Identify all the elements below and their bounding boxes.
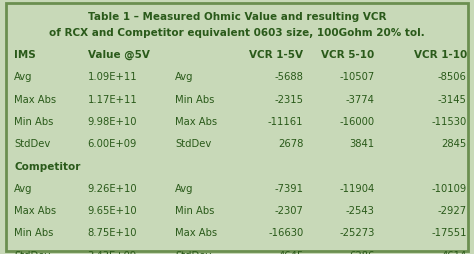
Text: StdDev: StdDev [175,250,211,254]
Text: 6.00E+09: 6.00E+09 [88,139,137,149]
Text: 3.43E+09: 3.43E+09 [88,250,137,254]
Text: Avg: Avg [14,184,33,194]
Text: VCR 1-10: VCR 1-10 [414,50,467,60]
Text: Max Abs: Max Abs [14,94,56,105]
Text: 2845: 2845 [442,139,467,149]
Text: Min Abs: Min Abs [14,228,54,239]
Text: VCR 5-10: VCR 5-10 [321,50,374,60]
Text: Min Abs: Min Abs [14,117,54,127]
Text: Max Abs: Max Abs [175,228,218,239]
Text: -11530: -11530 [432,117,467,127]
Text: -2543: -2543 [346,206,374,216]
Text: -8506: -8506 [438,72,467,83]
Text: -2307: -2307 [274,206,303,216]
Text: -2315: -2315 [274,94,303,105]
Text: -16630: -16630 [268,228,303,239]
Text: 9.98E+10: 9.98E+10 [88,117,137,127]
Text: 1.17E+11: 1.17E+11 [88,94,137,105]
Text: -7391: -7391 [274,184,303,194]
Text: -25273: -25273 [339,228,374,239]
Text: -3145: -3145 [438,94,467,105]
Text: -11904: -11904 [339,184,374,194]
Text: Avg: Avg [175,72,194,83]
Text: 3841: 3841 [349,139,374,149]
Text: 4645: 4645 [278,250,303,254]
Text: 9.65E+10: 9.65E+10 [88,206,137,216]
Text: 6286: 6286 [349,250,374,254]
Text: Table 1 – Measured Ohmic Value and resulting VCR: Table 1 – Measured Ohmic Value and resul… [88,11,386,22]
FancyBboxPatch shape [6,3,468,251]
Text: StdDev: StdDev [14,139,50,149]
Text: Competitor: Competitor [14,162,81,172]
Text: Min Abs: Min Abs [175,206,215,216]
Text: of RCX and Competitor equivalent 0603 size, 100Gohm 20% tol.: of RCX and Competitor equivalent 0603 si… [49,28,425,38]
Text: Value @5V: Value @5V [88,50,150,60]
Text: Min Abs: Min Abs [175,94,215,105]
Text: 4614: 4614 [442,250,467,254]
Text: -16000: -16000 [339,117,374,127]
Text: IMS: IMS [14,50,36,60]
Text: -3774: -3774 [346,94,374,105]
Text: 1.09E+11: 1.09E+11 [88,72,137,83]
Text: VCR 1-5V: VCR 1-5V [249,50,303,60]
Text: -10109: -10109 [432,184,467,194]
Text: 8.75E+10: 8.75E+10 [88,228,137,239]
Text: 2678: 2678 [278,139,303,149]
Text: -11161: -11161 [268,117,303,127]
Text: StdDev: StdDev [14,250,50,254]
Text: 9.26E+10: 9.26E+10 [88,184,137,194]
Text: -2927: -2927 [438,206,467,216]
Text: Max Abs: Max Abs [14,206,56,216]
Text: -5688: -5688 [274,72,303,83]
Text: StdDev: StdDev [175,139,211,149]
Text: -10507: -10507 [339,72,374,83]
Text: Max Abs: Max Abs [175,117,218,127]
Text: Avg: Avg [14,72,33,83]
Text: -17551: -17551 [431,228,467,239]
Text: Avg: Avg [175,184,194,194]
